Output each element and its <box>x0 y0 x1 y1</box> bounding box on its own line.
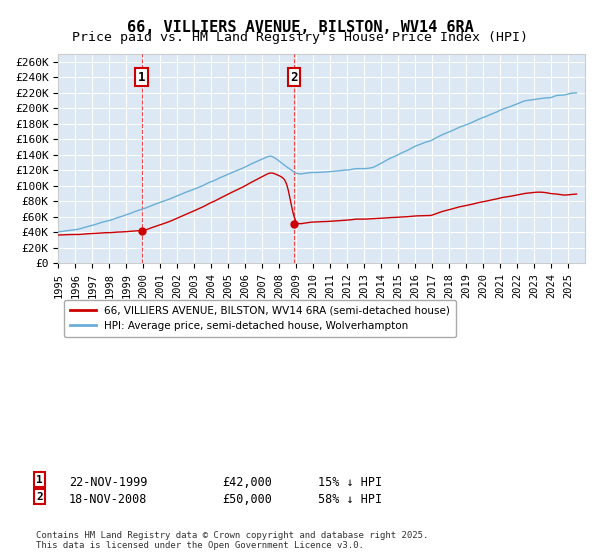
Text: Contains HM Land Registry data © Crown copyright and database right 2025.
This d: Contains HM Land Registry data © Crown c… <box>36 530 428 550</box>
Text: 58% ↓ HPI: 58% ↓ HPI <box>318 493 382 506</box>
Text: 15% ↓ HPI: 15% ↓ HPI <box>318 476 382 489</box>
Text: Price paid vs. HM Land Registry's House Price Index (HPI): Price paid vs. HM Land Registry's House … <box>72 31 528 44</box>
Text: 66, VILLIERS AVENUE, BILSTON, WV14 6RA: 66, VILLIERS AVENUE, BILSTON, WV14 6RA <box>127 20 473 35</box>
Text: 2: 2 <box>36 492 43 502</box>
Bar <box>142 54 294 263</box>
Legend: 66, VILLIERS AVENUE, BILSTON, WV14 6RA (semi-detached house), HPI: Average price: 66, VILLIERS AVENUE, BILSTON, WV14 6RA (… <box>64 300 457 337</box>
Text: £50,000: £50,000 <box>222 493 272 506</box>
Text: 1: 1 <box>138 71 145 84</box>
Text: £42,000: £42,000 <box>222 476 272 489</box>
Text: 1: 1 <box>36 475 43 485</box>
Text: 18-NOV-2008: 18-NOV-2008 <box>69 493 148 506</box>
Text: 22-NOV-1999: 22-NOV-1999 <box>69 476 148 489</box>
Text: 2: 2 <box>290 71 298 84</box>
